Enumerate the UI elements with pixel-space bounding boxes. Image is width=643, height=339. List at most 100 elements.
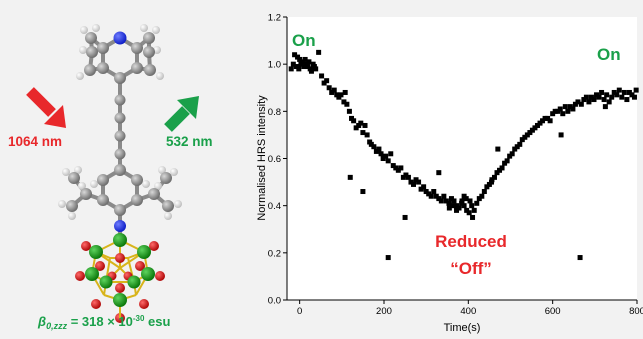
data-point	[540, 118, 546, 124]
data-point	[599, 89, 605, 95]
data-point	[416, 179, 422, 185]
data-point	[514, 144, 520, 150]
data-point	[299, 59, 305, 65]
data-points	[288, 49, 639, 261]
data-point	[403, 172, 409, 178]
data-point	[292, 52, 298, 58]
y-tick-label: 0.8	[268, 107, 281, 118]
data-point	[463, 196, 469, 202]
x-axis-ticks: 0 200 400 600 800	[297, 300, 643, 317]
data-point	[583, 94, 589, 100]
data-point	[491, 174, 497, 180]
data-point	[405, 174, 411, 180]
data-point	[344, 101, 350, 107]
data-point	[542, 115, 548, 121]
data-point	[341, 99, 347, 105]
data-point	[288, 66, 294, 72]
data-point	[459, 198, 465, 204]
data-point	[591, 97, 597, 103]
data-point	[342, 89, 348, 95]
x-tick-label: 0	[297, 306, 302, 317]
data-point	[484, 184, 490, 190]
y-tick-label: 1.2	[268, 13, 281, 24]
data-point	[324, 78, 330, 84]
y-tick-label: 0.4	[268, 201, 281, 212]
x-tick-label: 600	[545, 306, 561, 317]
data-point	[504, 158, 510, 164]
data-point	[537, 120, 543, 126]
data-point	[454, 203, 460, 209]
data-point	[624, 97, 630, 103]
data-point	[474, 200, 480, 206]
data-point	[572, 101, 578, 107]
data-point	[633, 87, 639, 93]
data-point	[353, 125, 359, 131]
data-point	[626, 89, 632, 95]
data-point	[393, 165, 399, 171]
data-point	[534, 122, 540, 128]
data-point	[609, 94, 615, 100]
nitrogen-atom-top	[113, 31, 127, 45]
incoming-laser-arrow-icon	[26, 87, 66, 128]
data-point	[507, 153, 513, 159]
data-point	[454, 207, 460, 213]
annotation-on-left: On	[292, 31, 316, 50]
annotation-off: “Off”	[450, 259, 492, 278]
data-point	[522, 134, 528, 140]
data-point	[319, 73, 325, 79]
hydrogen-atoms	[58, 24, 182, 220]
data-point	[360, 189, 366, 195]
data-point	[555, 108, 561, 114]
data-point	[565, 108, 571, 114]
data-point	[441, 193, 447, 199]
data-point	[570, 106, 576, 112]
data-point	[402, 214, 408, 220]
data-point	[346, 108, 352, 114]
data-point	[308, 68, 314, 74]
data-point	[293, 64, 299, 70]
data-point	[436, 170, 442, 176]
data-point	[512, 146, 518, 152]
y-tick-label: 0.6	[268, 154, 281, 165]
data-point	[448, 196, 454, 202]
data-point	[338, 92, 344, 98]
data-point	[408, 179, 414, 185]
data-point	[400, 174, 406, 180]
data-point	[438, 198, 444, 204]
data-point	[413, 177, 419, 183]
data-point	[351, 118, 357, 124]
data-point	[616, 87, 622, 93]
laser-in-label: 1064 nm	[8, 134, 62, 149]
data-point	[611, 89, 617, 95]
x-axis-label: Time(s)	[444, 322, 481, 334]
data-point	[421, 184, 427, 190]
data-point	[594, 92, 600, 98]
data-point	[558, 132, 564, 138]
data-point	[467, 198, 473, 204]
y-axis-label: Normalised HRS intensity	[256, 95, 268, 221]
data-point	[471, 207, 477, 213]
x-tick-label: 800	[629, 306, 643, 317]
data-point	[380, 156, 386, 161]
data-point	[446, 200, 452, 206]
data-point	[376, 146, 382, 152]
data-point	[466, 210, 472, 216]
data-point	[378, 151, 384, 157]
data-point	[362, 122, 368, 128]
data-point	[479, 193, 485, 199]
data-point	[606, 99, 612, 105]
data-point	[373, 148, 379, 154]
data-point	[426, 191, 432, 197]
data-point	[395, 167, 401, 173]
nitrogen-atom-imido	[114, 220, 126, 232]
data-point	[383, 153, 389, 159]
data-point	[499, 165, 505, 171]
data-point	[560, 111, 566, 117]
oxygen-atoms	[75, 241, 165, 323]
hyperpolarizability-label: β0,zzz = 318 × 10-30 esu	[37, 314, 171, 331]
data-point	[313, 66, 319, 72]
data-point	[586, 99, 592, 105]
data-point	[575, 99, 581, 105]
x-tick-label: 400	[460, 306, 476, 317]
data-point	[306, 59, 312, 65]
